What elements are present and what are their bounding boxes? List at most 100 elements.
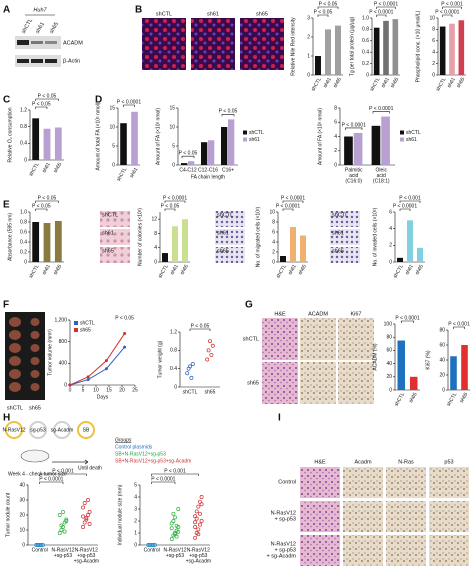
- tumor: [30, 370, 40, 378]
- tumor: [30, 344, 40, 352]
- lane-label: sh65: [49, 21, 60, 34]
- micrograph: [429, 467, 469, 498]
- bar: [32, 222, 40, 262]
- plasmid-label: sg-Acadm: [51, 427, 74, 433]
- y-tick-label: 0: [154, 259, 157, 265]
- y-tick-label: 10: [19, 527, 25, 533]
- significance-bracket: [399, 208, 411, 211]
- legend-label: shCTL: [249, 130, 264, 136]
- image-row-label: shCTL: [217, 212, 233, 218]
- bar: [417, 247, 423, 262]
- annotation: P < 0.0001: [374, 1, 398, 7]
- micrograph: [262, 318, 298, 360]
- y-tick-label: 0.4: [20, 141, 27, 147]
- y-tick-label: 1.2: [20, 107, 27, 113]
- y-tick-label: 8: [154, 231, 157, 237]
- image-column-label: sh65: [256, 11, 268, 17]
- band-label: ACADM: [63, 40, 83, 46]
- significance-bracket: [282, 208, 294, 211]
- image-column-label: Acadm: [354, 459, 372, 465]
- bar: [208, 140, 215, 165]
- y-tick-label: 1: [134, 530, 137, 536]
- y-tick-label: 0.4: [20, 239, 27, 245]
- legend-swatch: [243, 130, 247, 135]
- point: [176, 529, 181, 534]
- bar: [449, 23, 455, 75]
- panel-letter: E: [3, 200, 10, 211]
- x-tick-label: sh61: [446, 76, 457, 89]
- micrograph: [330, 229, 360, 245]
- legend-swatch: [74, 328, 78, 332]
- timeline-arrow: [84, 459, 89, 463]
- x-tick-label: Oleic: [376, 167, 388, 173]
- x-tick-label: N-RasV12: [187, 547, 210, 553]
- x-tick-label: sh61: [169, 263, 180, 276]
- y-tick-label: 60: [386, 348, 392, 354]
- significance-bracket: [372, 111, 390, 114]
- annotation: P < 0.05: [38, 93, 57, 99]
- bar: [344, 136, 353, 165]
- annotation: P < 0.0001: [393, 203, 417, 209]
- x-tick-label: shCTL: [446, 391, 459, 407]
- y-tick-label: 8: [272, 219, 275, 225]
- y-tick-label: 800: [59, 339, 68, 345]
- bar: [353, 132, 363, 165]
- point: [199, 519, 204, 523]
- timeline-label: Week 4 - check tumor size: [8, 471, 67, 477]
- y-tick-label: 5: [112, 143, 115, 149]
- micrograph: [300, 467, 340, 498]
- x-tick-label: shCTL: [28, 161, 41, 177]
- legend-label: sh65: [80, 327, 91, 333]
- bar: [315, 56, 321, 75]
- x-tick-label: sh65: [205, 389, 216, 395]
- tumor: [30, 331, 40, 339]
- annotation: P < 0.0001: [435, 9, 459, 15]
- x-tick-label: 15: [106, 387, 112, 393]
- x-tick-label: Palmitic: [345, 167, 363, 173]
- blot-band: [31, 41, 43, 44]
- micrograph: [215, 247, 245, 263]
- micrograph: [338, 362, 374, 404]
- x-tick-label: shCTL: [394, 391, 407, 407]
- bar: [120, 123, 127, 165]
- y-tick-label: 0: [172, 162, 175, 168]
- x-tick-label: sh61: [380, 76, 391, 89]
- point: [199, 495, 204, 499]
- annotation: P < 0.0001: [151, 476, 175, 482]
- point: [169, 526, 174, 531]
- bar: [300, 235, 306, 262]
- x-axis-label: FA chain length: [191, 174, 225, 180]
- y-tick-label: 12: [151, 216, 157, 222]
- image-column-label: N-Ras: [398, 459, 414, 465]
- plasmid: [77, 421, 95, 439]
- bar: [280, 256, 286, 262]
- image-row-label: sh65: [332, 248, 344, 254]
- micrograph: [343, 535, 383, 566]
- annotation: P < 0.0001: [369, 9, 393, 15]
- image-column-label: p53: [444, 459, 453, 465]
- x-tick-label: +sg-p53: [77, 553, 95, 559]
- x-tick-label: shCTL: [392, 263, 405, 279]
- group-label: sh65: [29, 405, 41, 411]
- tumor: [9, 356, 21, 366]
- point: [64, 517, 69, 522]
- significance-bracket: [39, 473, 87, 476]
- y-tick-label: 8: [432, 27, 435, 33]
- legend-swatch: [243, 137, 247, 142]
- point: [176, 507, 181, 511]
- lane-label: shCTL: [21, 18, 34, 35]
- x-tick-label: shCTL: [183, 389, 198, 395]
- tumor: [9, 369, 21, 379]
- significance-bracket: [282, 200, 304, 203]
- point: [190, 362, 195, 367]
- blot-band: [31, 59, 43, 63]
- annotation: P < 0.0001: [369, 106, 393, 112]
- point: [59, 523, 64, 528]
- y-tick-label: 4: [154, 245, 157, 251]
- bar: [43, 128, 51, 160]
- tumor: [9, 330, 21, 340]
- point: [86, 378, 90, 382]
- legend-label: shCTL: [80, 320, 95, 326]
- y-tick-label: 1.0: [20, 209, 27, 215]
